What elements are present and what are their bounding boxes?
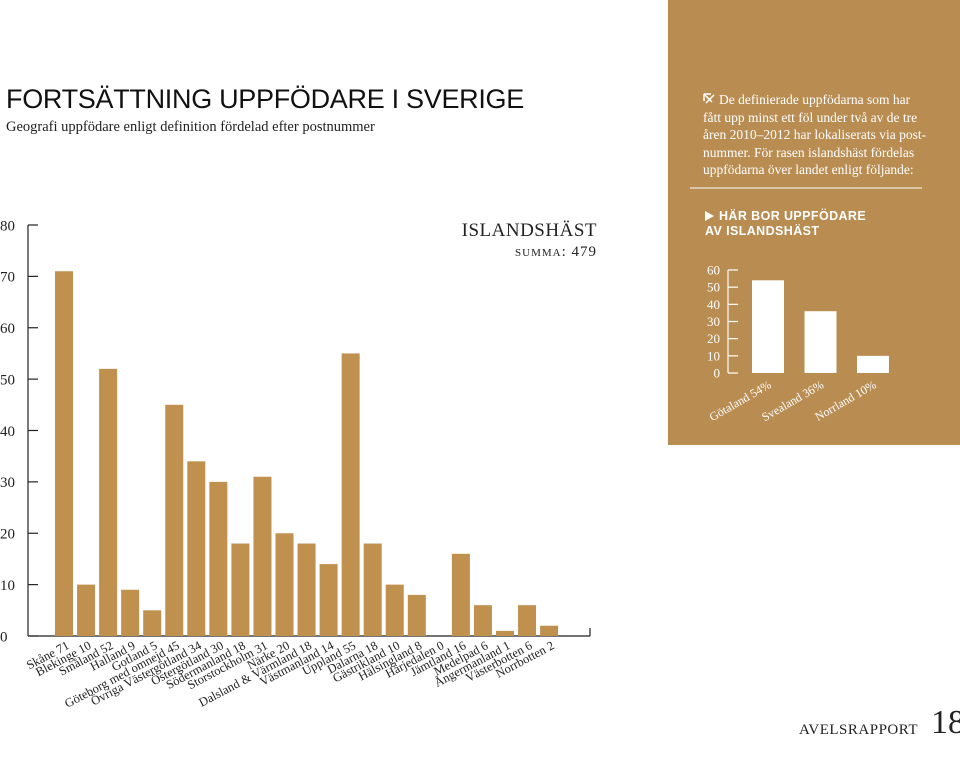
chart-subtitle: summa: 479 xyxy=(515,244,597,260)
text-line: nummer. För rasen islandshäst fördelas xyxy=(703,144,915,160)
chart-title: ISLANDSHÄST xyxy=(462,220,597,241)
value-label: 2 xyxy=(544,638,556,653)
y-tick-label: 10 xyxy=(707,348,720,363)
bar xyxy=(77,584,96,636)
text-line: åren 2010–2012 har lokaliserats via post… xyxy=(703,127,927,143)
bar xyxy=(407,594,426,636)
chart-title: HÄR BOR UPPFÖDARE AV ISLANDSHÄST xyxy=(705,209,875,239)
y-tick-label: 30 xyxy=(707,314,720,329)
bar xyxy=(451,553,470,636)
value-label: 10 xyxy=(385,638,403,656)
sidebar-text: De definierade uppfödarna som har fått u… xyxy=(703,91,943,179)
bar xyxy=(121,589,140,636)
bar xyxy=(253,476,272,636)
bar xyxy=(143,610,162,636)
y-tick-label: 30 xyxy=(0,475,15,491)
y-tick-label: 60 xyxy=(707,263,720,278)
y-tick-label: 40 xyxy=(707,297,720,312)
value-label: 18 xyxy=(230,638,248,656)
y-tick-label: 0 xyxy=(0,629,8,645)
value-label: 10 xyxy=(76,638,94,656)
y-tick-label: 50 xyxy=(0,372,15,388)
bar xyxy=(99,368,118,636)
value-label: 18 xyxy=(362,638,380,656)
y-tick-label: 70 xyxy=(0,270,15,286)
page-title: FORTSÄTTNING UPPFÖDARE I SVERIGE xyxy=(6,84,524,114)
bar xyxy=(752,280,784,373)
page-subtitle: Geografi uppfödare enligt definition för… xyxy=(6,119,375,135)
value-label: 18 xyxy=(296,638,314,656)
bar xyxy=(804,311,837,373)
bar xyxy=(209,481,228,636)
bar xyxy=(55,271,73,636)
footer-page: 18 xyxy=(931,704,960,741)
chart-title-text: HÄR BOR UPPFÖDARE AV ISLANDSHÄST xyxy=(705,209,867,238)
value-label: 45 xyxy=(164,638,182,656)
value-label: 30 xyxy=(208,638,226,656)
bar xyxy=(187,461,206,636)
bar xyxy=(496,630,514,636)
y-tick-label: 50 xyxy=(707,280,720,295)
text-line: fått upp minst ett föl under två av de t… xyxy=(703,109,918,125)
y-tick-label: 60 xyxy=(0,321,15,337)
bar xyxy=(363,543,382,636)
bar xyxy=(857,355,889,373)
footer-publication: AVELSRAPPORT xyxy=(799,722,919,738)
bar xyxy=(540,625,559,636)
text-line: De definierade uppfödarna som har xyxy=(719,92,911,107)
bar xyxy=(319,564,338,636)
bar xyxy=(473,605,492,636)
value-label: 71 xyxy=(54,638,72,656)
icon xyxy=(703,93,715,104)
bar xyxy=(341,353,360,636)
bar xyxy=(297,543,316,636)
value-label: 52 xyxy=(98,638,116,656)
text-line: uppfödarna över landet enligt följande: xyxy=(703,162,914,178)
value-label: 16 xyxy=(451,638,469,656)
value-label: 55 xyxy=(340,638,358,656)
bar xyxy=(165,404,184,636)
y-tick-label: 10 xyxy=(0,578,15,594)
y-tick-label: 20 xyxy=(707,331,720,346)
bar xyxy=(275,533,294,636)
value-label: 31 xyxy=(252,638,270,656)
value-label: 20 xyxy=(274,638,292,656)
bar xyxy=(518,605,537,636)
y-tick-label: 40 xyxy=(0,424,15,440)
bar xyxy=(231,543,250,636)
y-tick-label: 80 xyxy=(0,218,15,234)
y-tick-label: 0 xyxy=(714,366,721,381)
bar xyxy=(385,584,404,636)
arrow-icon xyxy=(705,211,714,221)
y-tick-label: 20 xyxy=(0,527,15,543)
